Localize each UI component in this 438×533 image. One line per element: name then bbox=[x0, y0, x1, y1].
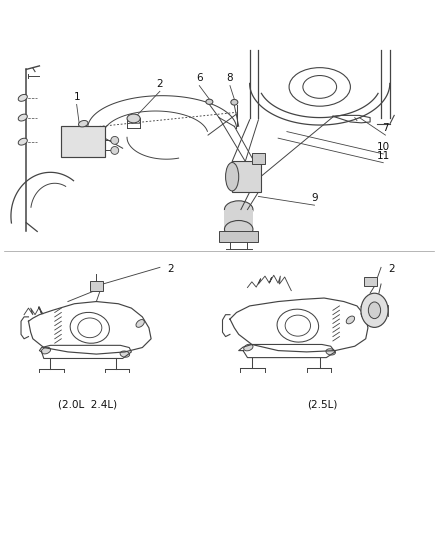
Ellipse shape bbox=[18, 138, 27, 145]
Ellipse shape bbox=[231, 99, 238, 105]
Ellipse shape bbox=[18, 114, 27, 121]
Ellipse shape bbox=[127, 114, 140, 123]
Text: (2.5L): (2.5L) bbox=[307, 399, 337, 409]
Circle shape bbox=[111, 147, 119, 155]
Ellipse shape bbox=[78, 120, 88, 127]
Ellipse shape bbox=[326, 349, 336, 355]
Text: 2: 2 bbox=[156, 79, 163, 89]
Text: 9: 9 bbox=[311, 193, 318, 203]
Text: 10: 10 bbox=[377, 142, 390, 152]
Ellipse shape bbox=[18, 94, 27, 101]
Ellipse shape bbox=[224, 201, 253, 219]
Ellipse shape bbox=[244, 344, 253, 351]
Ellipse shape bbox=[224, 221, 253, 238]
Bar bbox=[61, 126, 105, 157]
Text: 8: 8 bbox=[226, 74, 233, 84]
Text: 6: 6 bbox=[196, 74, 203, 84]
Text: (2.0L  2.4L): (2.0L 2.4L) bbox=[58, 399, 117, 409]
Text: 2: 2 bbox=[167, 264, 174, 273]
Bar bbox=[364, 277, 377, 286]
Ellipse shape bbox=[120, 351, 130, 357]
Text: 11: 11 bbox=[377, 150, 390, 160]
Bar bbox=[90, 280, 103, 292]
Ellipse shape bbox=[361, 293, 388, 327]
Bar bbox=[219, 231, 258, 243]
Ellipse shape bbox=[41, 348, 51, 354]
Circle shape bbox=[111, 136, 119, 144]
Bar bbox=[232, 161, 261, 192]
Ellipse shape bbox=[136, 320, 145, 327]
Text: 2: 2 bbox=[389, 264, 396, 273]
Text: 7: 7 bbox=[382, 123, 389, 133]
Ellipse shape bbox=[346, 316, 355, 324]
Bar bbox=[252, 152, 265, 164]
Ellipse shape bbox=[226, 163, 239, 191]
Ellipse shape bbox=[206, 99, 213, 104]
Text: 1: 1 bbox=[73, 92, 80, 102]
Ellipse shape bbox=[368, 302, 381, 319]
Bar bbox=[225, 209, 253, 229]
